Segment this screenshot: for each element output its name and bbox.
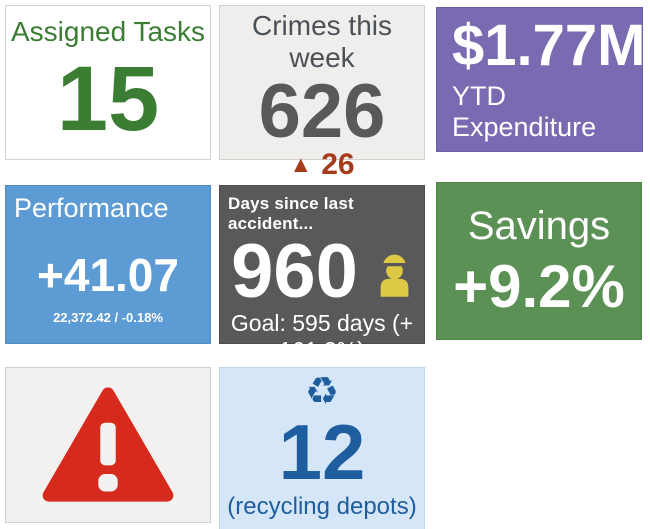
indicator-assigned-tasks: Assigned Tasks 15 bbox=[5, 5, 211, 160]
indicator-recycling-depots: ♻ 12 (recycling depots) bbox=[219, 367, 425, 529]
crimes-value: 626 bbox=[258, 69, 386, 155]
warning-triangle-icon bbox=[42, 387, 174, 502]
assigned-tasks-value: 15 bbox=[56, 47, 160, 150]
performance-value: +41.07 bbox=[37, 249, 179, 301]
worker-icon bbox=[380, 254, 409, 297]
accident-value-row: 960 bbox=[220, 234, 424, 310]
crimes-delta-value: 26 bbox=[321, 148, 355, 182]
performance-detail: 22,372.42 / -0.18% bbox=[53, 310, 163, 325]
savings-title: Savings bbox=[467, 204, 611, 248]
crimes-delta: ▲ 26 bbox=[220, 150, 424, 180]
indicator-warning bbox=[5, 367, 211, 523]
assigned-tasks-title: Assigned Tasks bbox=[10, 16, 206, 47]
recycling-value: 12 bbox=[278, 407, 366, 496]
recycle-icon: ♻ bbox=[304, 369, 340, 413]
indicator-savings: Savings +9.2% bbox=[436, 182, 642, 340]
expenditure-label: YTD Expenditure bbox=[452, 80, 597, 142]
performance-title: Performance bbox=[14, 193, 169, 223]
expenditure-value: $1.77M bbox=[452, 13, 646, 79]
accident-value: 960 bbox=[231, 229, 358, 314]
indicator-performance: Performance +41.07 22,372.42 / -0.18% bbox=[5, 185, 211, 344]
recycling-label: (recycling depots) bbox=[227, 493, 417, 520]
indicator-ytd-expenditure: $1.77M YTD Expenditure bbox=[436, 7, 646, 152]
up-arrow-icon: ▲ bbox=[289, 151, 313, 178]
savings-value: +9.2% bbox=[453, 253, 625, 320]
accident-goal: Goal: 595 days (+ 161.3%) bbox=[230, 310, 414, 363]
crimes-title: Crimes this week bbox=[251, 10, 392, 74]
indicator-days-since-accident: Days since last accident... 960 Goal: 59… bbox=[219, 185, 425, 363]
accident-title: Days since last accident... bbox=[228, 194, 354, 233]
indicator-crimes-this-week: Crimes this week 626 ▲ 26 bbox=[219, 5, 425, 180]
